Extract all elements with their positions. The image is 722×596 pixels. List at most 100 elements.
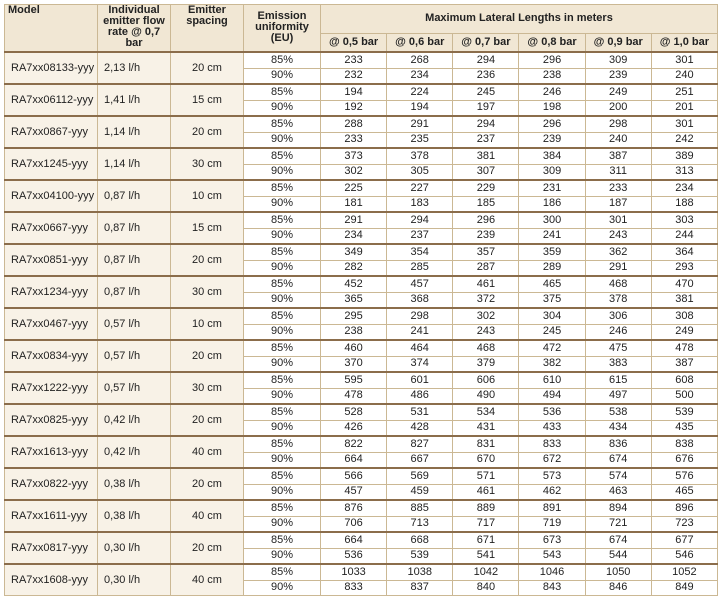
length-cell: 382 [518,355,586,373]
model-cell: RA7xx0667-yyy [4,211,98,245]
table-row: RA7xx1613-yyy 0,42 l/h 40 cm 85% 822 827 831 83… [4,435,719,469]
flow-cell: 2,13 l/h [97,51,171,85]
length-cell: 237 [452,131,520,149]
length-cell: 462 [518,483,586,501]
length-cell: 831 [452,435,520,453]
length-cell: 370 [319,355,388,373]
pressure-header: @ 0,5 bar [319,33,388,53]
length-cell: 836 [584,435,652,453]
length-cell: 285 [386,259,454,277]
length-cell: 229 [452,179,520,197]
length-cell: 239 [584,67,652,85]
table-row: RA7xx0851-yyy 0,87 l/h 20 cm 85% 349 354 357 35… [4,243,719,277]
length-cell: 433 [518,419,586,437]
table-row: 90% 426 428 431 433 434 435 [5,419,719,437]
length-cell: 357 [452,243,520,261]
uniformity-cell: 85% [243,243,321,261]
flow-cell: 0,42 l/h [97,403,171,437]
uniformity-cell: 90% [243,515,321,533]
length-cell: 373 [319,147,388,165]
length-cell: 387 [584,147,652,165]
length-cell: 311 [584,163,652,181]
length-cell: 461 [452,275,520,293]
uniformity-cell: 85% [243,179,321,197]
spacing-cell: 10 cm [170,179,244,213]
length-cell: 378 [386,147,454,165]
length-cell: 239 [452,227,520,245]
spacing-cell: 30 cm [170,147,244,181]
length-cell: 231 [518,179,586,197]
table-row: 90% 192 194 197 198 200 201 [5,99,719,117]
length-cell: 238 [319,323,388,341]
flow-cell: 1,14 l/h [97,147,171,181]
length-cell: 833 [518,435,586,453]
length-cell: 569 [386,467,454,485]
length-cell: 536 [319,547,388,565]
length-cell: 452 [319,275,388,293]
length-cell: 293 [650,259,719,277]
spacing-cell: 40 cm [170,563,244,596]
length-cell: 837 [386,579,454,596]
flow-cell: 0,30 l/h [97,563,171,596]
flow-cell: 0,42 l/h [97,435,171,469]
length-cell: 302 [319,163,388,181]
length-cell: 296 [518,51,586,69]
uniformity-cell: 90% [243,67,321,85]
length-cell: 246 [518,83,586,101]
length-cell: 245 [518,323,586,341]
length-cell: 295 [319,307,388,325]
table-row: 90% 457 459 461 462 463 465 [5,483,719,501]
length-cell: 822 [319,435,388,453]
uniformity-cell: 85% [243,339,321,357]
length-cell: 383 [584,355,652,373]
length-cell: 717 [452,515,520,533]
length-cell: 465 [518,275,586,293]
length-cell: 239 [518,131,586,149]
length-cell: 188 [650,195,719,213]
spacing-cell: 10 cm [170,307,244,341]
spacing-cell: 30 cm [170,275,244,309]
model-cell: RA7xx0817-yyy [4,531,98,565]
length-cell: 891 [518,499,586,517]
table-row: RA7xx0667-yyy 0,87 l/h 15 cm 85% 291 294 296 30… [4,211,719,245]
table-row: RA7xx0867-yyy 1,14 l/h 20 cm 85% 288 291 294 29… [4,115,719,149]
spacing-cell: 15 cm [170,83,244,117]
length-cell: 1046 [518,563,586,581]
uniformity-cell: 85% [243,115,321,133]
length-cell: 546 [650,547,719,565]
length-cell: 294 [452,51,520,69]
length-cell: 539 [650,403,719,421]
length-cell: 1052 [650,563,719,581]
length-cell: 354 [386,243,454,261]
length-cell: 181 [319,195,388,213]
length-cell: 298 [386,307,454,325]
flow-cell: 0,87 l/h [97,211,171,245]
length-cell: 431 [452,419,520,437]
length-cell: 534 [452,403,520,421]
length-cell: 706 [319,515,388,533]
length-cell: 571 [452,467,520,485]
model-cell: RA7xx0867-yyy [4,115,98,149]
uniformity-cell: 85% [243,147,321,165]
length-cell: 234 [319,227,388,245]
table-row: RA7xx1245-yyy 1,14 l/h 30 cm 85% 373 378 381 38… [4,147,719,181]
length-cell: 244 [650,227,719,245]
length-cell: 389 [650,147,719,165]
length-cell: 282 [319,259,388,277]
length-cell: 183 [386,195,454,213]
spacing-cell: 20 cm [170,115,244,149]
length-cell: 566 [319,467,388,485]
uniformity-cell: 85% [243,307,321,325]
length-cell: 723 [650,515,719,533]
length-cell: 840 [452,579,520,596]
length-cell: 232 [319,67,388,85]
length-cell: 827 [386,435,454,453]
length-cell: 374 [386,355,454,373]
length-cell: 381 [650,291,719,309]
length-cell: 349 [319,243,388,261]
length-cell: 465 [650,483,719,501]
length-cell: 249 [584,83,652,101]
length-cell: 434 [584,419,652,437]
length-cell: 368 [386,291,454,309]
uniformity-cell: 90% [243,131,321,149]
